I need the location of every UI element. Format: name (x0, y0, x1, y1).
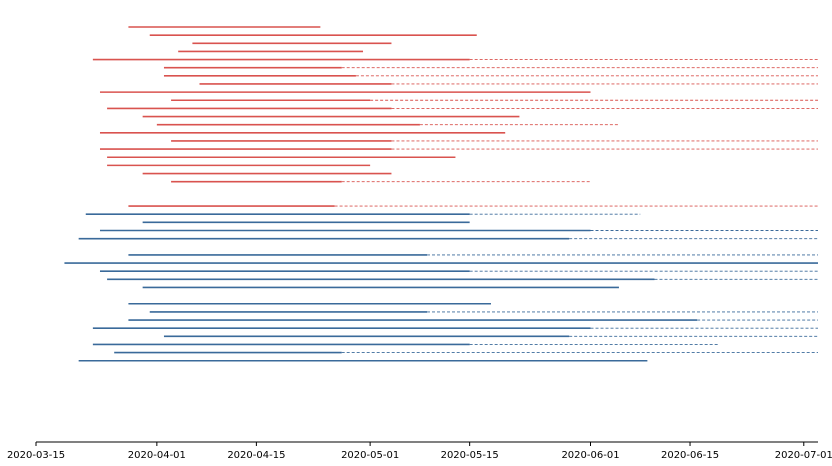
x-tick-label: 2020-03-15 (7, 450, 65, 461)
x-tick-label: 2020-06-01 (561, 450, 619, 461)
x-tick-label: 2020-05-15 (441, 450, 499, 461)
timeline-bars (64, 26, 818, 362)
x-axis-ticks: 2020-03-15 2020-04-01 2020-04-15 2020-05-01… (7, 442, 832, 461)
x-tick-label: 2020-04-15 (227, 450, 285, 461)
x-tick-label: 2020-04-01 (128, 450, 186, 461)
x-tick-label: 2020-05-01 (341, 450, 399, 461)
x-tick-label: 2020-07-01 (775, 450, 832, 461)
x-tick-label: 2020-06-15 (661, 450, 719, 461)
x-axis: 2020-03-15 2020-04-01 2020-04-15 2020-05-01… (7, 441, 832, 461)
